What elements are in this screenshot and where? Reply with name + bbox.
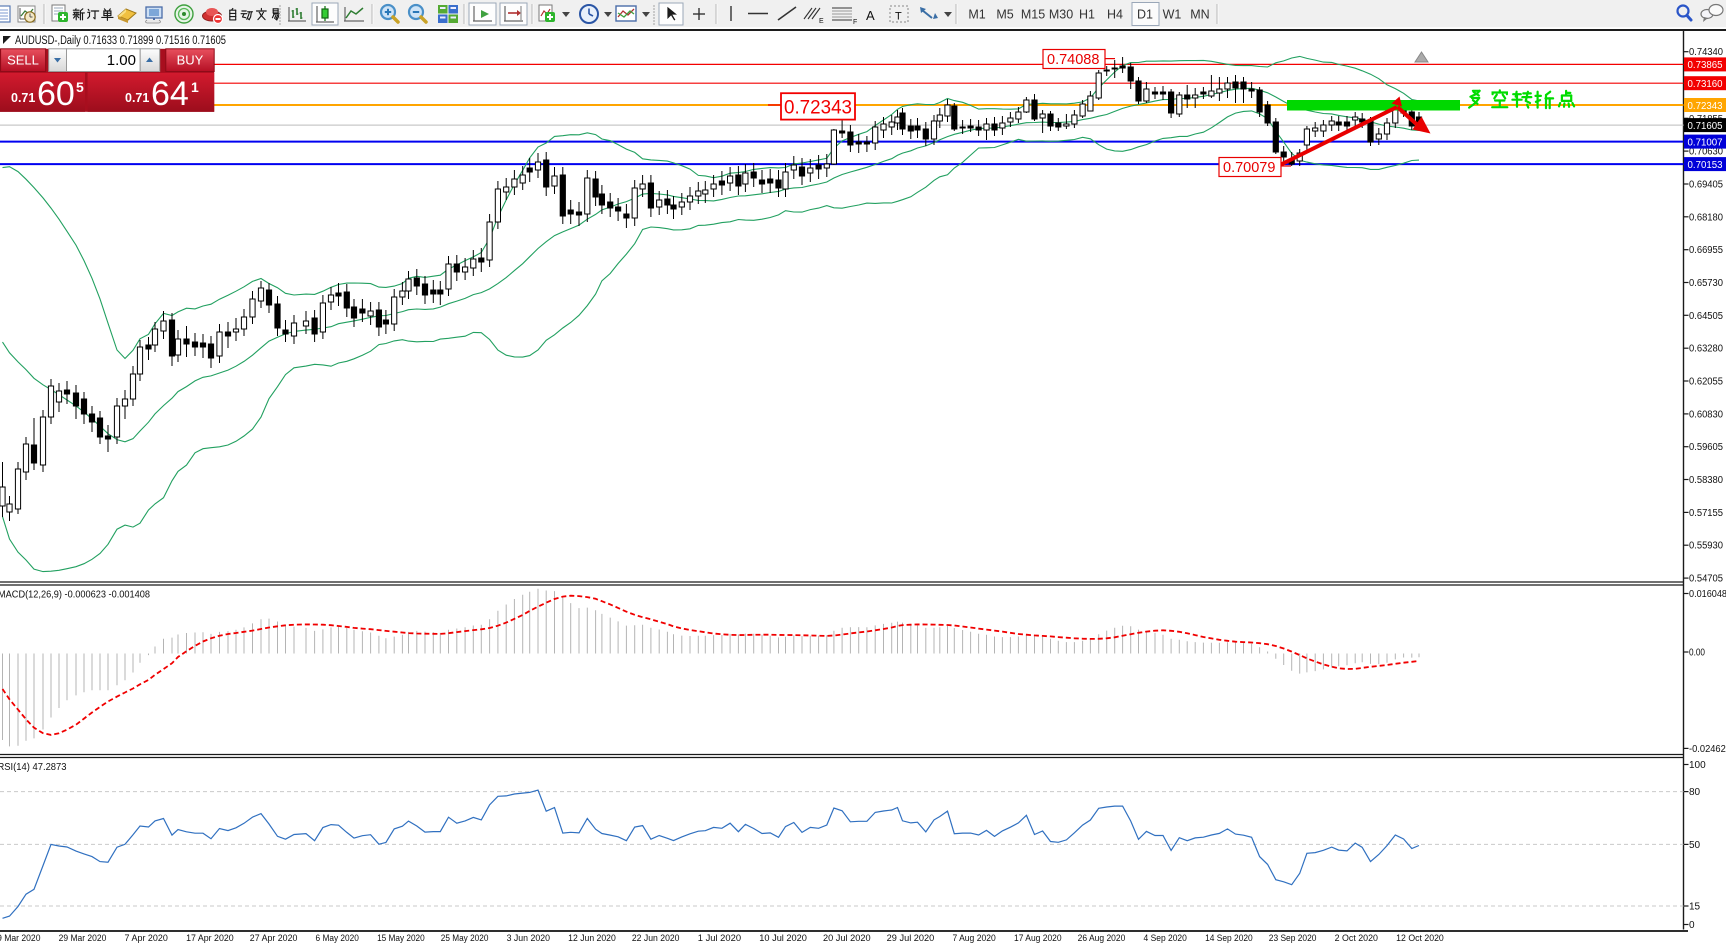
svg-text:0.70630: 0.70630 <box>1689 147 1723 158</box>
svg-text:27 Apr 2020: 27 Apr 2020 <box>250 933 298 943</box>
svg-text:M5: M5 <box>996 8 1013 22</box>
svg-text:0.73865: 0.73865 <box>1688 60 1723 71</box>
svg-text:12 Jun 2020: 12 Jun 2020 <box>568 933 616 943</box>
svg-text:0.63280: 0.63280 <box>1689 344 1723 355</box>
svg-text:80: 80 <box>1689 787 1701 798</box>
svg-text:H4: H4 <box>1107 8 1123 22</box>
svg-text:0.73160: 0.73160 <box>1688 79 1723 90</box>
svg-text:E: E <box>819 18 824 25</box>
svg-text:29 Mar 2020: 29 Mar 2020 <box>59 933 107 943</box>
svg-text:23 Sep 2020: 23 Sep 2020 <box>1269 933 1317 943</box>
svg-text:15: 15 <box>1689 902 1701 913</box>
svg-text:H1: H1 <box>1079 8 1095 22</box>
svg-text:MACD(12,26,9) -0.000623 -0.001: MACD(12,26,9) -0.000623 -0.001408 <box>0 589 150 601</box>
svg-text:22 Jun 2020: 22 Jun 2020 <box>632 933 680 943</box>
svg-text:1: 1 <box>191 79 199 95</box>
svg-text:17 Apr 2020: 17 Apr 2020 <box>186 933 234 943</box>
svg-text:29 Jul 2020: 29 Jul 2020 <box>887 933 935 943</box>
svg-text:17 Aug 2020: 17 Aug 2020 <box>1014 933 1062 943</box>
svg-text:15 May 2020: 15 May 2020 <box>377 933 425 943</box>
svg-text:0.71605: 0.71605 <box>1688 121 1723 132</box>
svg-text:0.58380: 0.58380 <box>1689 475 1723 486</box>
svg-text:0: 0 <box>1689 920 1695 931</box>
svg-text:0.016048: 0.016048 <box>1689 589 1726 600</box>
svg-text:0.72343: 0.72343 <box>1688 101 1723 112</box>
svg-text:0.57155: 0.57155 <box>1689 508 1723 519</box>
svg-text:9 Mar 2020: 9 Mar 2020 <box>0 933 40 943</box>
svg-text:26 Aug 2020: 26 Aug 2020 <box>1078 933 1126 943</box>
svg-text:0.54705: 0.54705 <box>1689 574 1723 585</box>
svg-text:0.55930: 0.55930 <box>1689 541 1723 552</box>
svg-text:0.71007: 0.71007 <box>1688 137 1723 148</box>
svg-text:0.71: 0.71 <box>11 91 35 105</box>
svg-text:MN: MN <box>1190 8 1209 22</box>
svg-text:14 Sep 2020: 14 Sep 2020 <box>1205 933 1253 943</box>
svg-text:M15: M15 <box>1021 8 1045 22</box>
svg-text:7 Aug 2020: 7 Aug 2020 <box>952 933 995 943</box>
svg-text:0.59605: 0.59605 <box>1689 442 1723 453</box>
svg-text:0.70153: 0.70153 <box>1688 160 1723 171</box>
svg-text:0.68180: 0.68180 <box>1689 212 1723 223</box>
svg-text:F: F <box>853 19 857 26</box>
svg-text:A: A <box>866 8 875 23</box>
svg-text:12 Oct 2020: 12 Oct 2020 <box>1396 933 1444 943</box>
svg-text:0.69405: 0.69405 <box>1689 180 1723 191</box>
svg-text:7 Apr 2020: 7 Apr 2020 <box>125 933 168 943</box>
svg-text:0.74340: 0.74340 <box>1689 47 1723 58</box>
svg-text:BUY: BUY <box>177 53 204 68</box>
svg-text:0.60830: 0.60830 <box>1689 409 1723 420</box>
svg-text:M30: M30 <box>1049 8 1073 22</box>
svg-text:RSI(14) 47.2873: RSI(14) 47.2873 <box>0 761 67 773</box>
svg-text:W1: W1 <box>1163 8 1182 22</box>
svg-text:0.64505: 0.64505 <box>1689 311 1723 322</box>
svg-text:SELL: SELL <box>7 53 39 68</box>
svg-text:100: 100 <box>1689 760 1706 771</box>
svg-text:4 Sep 2020: 4 Sep 2020 <box>1144 933 1187 943</box>
svg-text:0.74088: 0.74088 <box>1047 52 1099 68</box>
svg-text:-0.024625: -0.024625 <box>1689 744 1726 755</box>
svg-text:3 Jun 2020: 3 Jun 2020 <box>507 933 550 943</box>
svg-text:0.71: 0.71 <box>125 91 149 105</box>
svg-text:0.62055: 0.62055 <box>1689 377 1723 388</box>
svg-text:0.72343: 0.72343 <box>784 97 852 119</box>
svg-text:0.70079: 0.70079 <box>1223 160 1275 176</box>
svg-text:20 Jul 2020: 20 Jul 2020 <box>823 933 871 943</box>
svg-text:1 Jul 2020: 1 Jul 2020 <box>698 933 741 943</box>
svg-text:0.00: 0.00 <box>1689 648 1705 659</box>
svg-text:6 May 2020: 6 May 2020 <box>316 933 359 943</box>
svg-text:0.66955: 0.66955 <box>1689 245 1723 256</box>
svg-text:0.65730: 0.65730 <box>1689 278 1723 289</box>
svg-text:M1: M1 <box>968 8 985 22</box>
svg-text:1.00: 1.00 <box>107 52 136 69</box>
svg-text:50: 50 <box>1689 840 1701 851</box>
svg-text:T: T <box>895 11 902 23</box>
svg-text:5: 5 <box>76 79 84 95</box>
svg-text:AUDUSD-,Daily 0.71633 0.71899: AUDUSD-,Daily 0.71633 0.71899 0.71516 0.… <box>15 35 226 47</box>
svg-text:2 Oct 2020: 2 Oct 2020 <box>1335 933 1378 943</box>
svg-text:10 Jul 2020: 10 Jul 2020 <box>759 933 807 943</box>
svg-text:25 May 2020: 25 May 2020 <box>441 933 489 943</box>
svg-text:60: 60 <box>37 75 75 113</box>
svg-text:64: 64 <box>151 75 189 113</box>
svg-text:D1: D1 <box>1137 8 1153 22</box>
